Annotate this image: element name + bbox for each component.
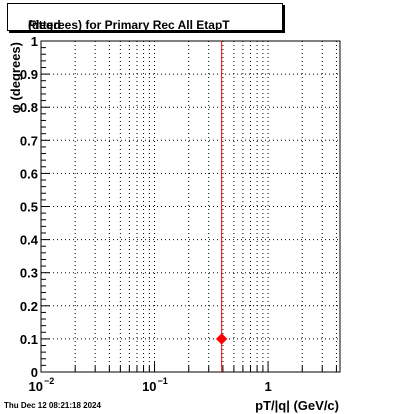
data-point-layer <box>215 333 228 345</box>
y-tick-label: 1 <box>31 34 38 49</box>
y-tick-label: 0.8 <box>20 100 38 115</box>
x-tick-label-base: 10 <box>29 379 43 394</box>
y-tick-label: 0.7 <box>20 133 38 148</box>
y-tick-label: 0.3 <box>20 266 38 281</box>
x-tick-label-layer: 10 −2 10 −1 1 <box>29 376 272 394</box>
x-tick-label-exponent: −1 <box>158 376 168 386</box>
data-point <box>215 333 228 345</box>
y-tick-label: 0 <box>31 365 38 380</box>
minor-tick-layer <box>40 40 337 373</box>
y-tick-label-layer: 0 0.1 0.2 0.3 0.4 0.5 0.6 0.7 0.8 0.9 1 <box>20 34 39 380</box>
title-phi-symbol: φ <box>30 18 37 29</box>
grid-layer <box>41 41 340 372</box>
x-tick-label: 1 <box>264 379 271 394</box>
x-tick-label: 10 −2 <box>29 376 55 394</box>
x-tick-label: 10 −1 <box>142 376 168 394</box>
y-tick-label: 0.2 <box>20 299 38 314</box>
y-tick-label: 0.9 <box>20 67 38 82</box>
x-tick-label-exponent: −2 <box>44 376 54 386</box>
x-tick-label-base: 1 <box>264 379 271 394</box>
y-tick-label: 0.4 <box>20 233 39 248</box>
chart-title-box: Fitted φ (degrees) for Primary Rec All E… <box>7 3 283 32</box>
title-text-after: (degrees) for Primary Rec All EtapT <box>28 18 230 32</box>
y-tick-label: 0.5 <box>20 200 38 215</box>
y-tick-label: 0.1 <box>20 332 38 347</box>
x-tick-label-base: 10 <box>142 379 156 394</box>
x-axis-label: pT/|q| (GeV/c) <box>255 398 339 413</box>
y-tick-label: 0.6 <box>20 166 38 181</box>
title-text-before: Fitted <box>28 18 61 32</box>
plot-frame <box>40 40 341 373</box>
y-axis-label: φ (degrees) <box>8 42 23 113</box>
footer-timestamp: Thu Dec 12 08:21:18 2024 <box>4 401 101 410</box>
